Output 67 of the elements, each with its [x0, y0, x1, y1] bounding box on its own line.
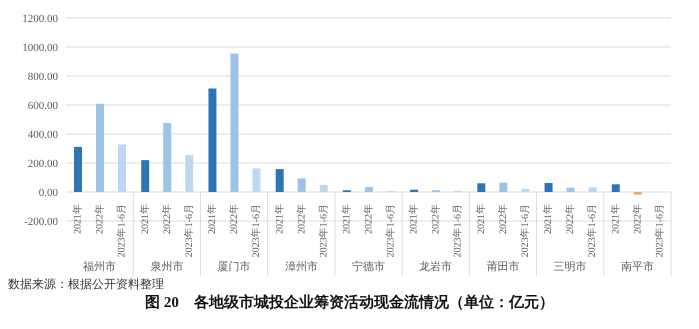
text: 2021年: [72, 204, 84, 234]
text: 2021年: [138, 204, 151, 234]
x-tick-label: 厦门市: [218, 260, 251, 273]
text: 2023年1-6月: [452, 204, 464, 258]
bar: [521, 188, 530, 192]
bar: [118, 144, 126, 192]
x-tick-label: 龙岩市: [419, 260, 452, 273]
text: 2022年: [229, 204, 240, 234]
y-tick-label: 400.00: [28, 128, 58, 141]
y-tick-label: 1000.00: [22, 42, 58, 54]
bar: [252, 168, 260, 192]
text: 2021年: [476, 204, 487, 234]
text: 2022年: [364, 204, 374, 234]
text: 2021年: [543, 204, 554, 234]
y-tick-label: 1200.00: [22, 12, 58, 25]
text: 2022年: [565, 204, 576, 234]
bar: [185, 155, 194, 192]
x-tick-label: 莆田市: [486, 260, 520, 273]
bar: [477, 183, 486, 192]
text: 2023年1-6月: [386, 204, 396, 258]
y-tick-label: 200.00: [28, 158, 58, 170]
bar: [298, 178, 306, 192]
x-tick-label: 宁德市: [352, 260, 385, 273]
text: 2023年1-6月: [251, 204, 262, 258]
bar: [634, 192, 642, 195]
text: 2022年: [296, 204, 308, 234]
text: 2023年1-6月: [520, 204, 531, 258]
bar: [230, 54, 238, 192]
bar: [544, 183, 553, 192]
bar: [141, 160, 150, 192]
bar: [566, 188, 575, 192]
y-tick-label: 0.00: [38, 186, 58, 199]
x-tick-label: 福州市: [83, 260, 116, 273]
bar: [276, 169, 284, 192]
bar: [499, 182, 508, 192]
text: 2022年: [430, 204, 442, 234]
bar: [74, 146, 82, 192]
text: 图 20 各地级市城投企业筹资活动现金流情况（单位：亿元）: [144, 293, 555, 312]
x-tick-label: 三明市: [554, 260, 587, 273]
text: 2022年: [94, 204, 106, 234]
text: 2022年: [162, 204, 173, 234]
x-tick-label: 南平市: [620, 260, 654, 273]
bar: [163, 122, 172, 192]
bar: [96, 104, 104, 192]
text: 2021年: [342, 204, 352, 234]
source-note: 数据来源：根据公开资料整理: [8, 276, 165, 293]
text: 2023年1-6月: [318, 204, 330, 258]
bar: [364, 187, 373, 192]
bar: [320, 184, 328, 192]
bar: [612, 184, 620, 192]
bar: [208, 88, 216, 192]
y-tick-label: -200.00: [24, 216, 58, 228]
text: 2021年: [610, 204, 622, 234]
text: 2023年1-6月: [182, 204, 195, 258]
bar: [588, 187, 597, 192]
text: 2021年: [207, 204, 218, 234]
x-tick-label: 漳州市: [284, 260, 318, 273]
y-tick-label: 600.00: [28, 100, 58, 112]
text: 2023年1-6月: [116, 204, 128, 258]
text: 2023年1-6月: [587, 204, 598, 258]
text: 2023年1-6月: [654, 204, 666, 258]
text: 2022年: [631, 204, 644, 234]
text: 2022年: [498, 204, 509, 234]
x-tick-label: 泉州市: [150, 260, 184, 273]
text: 2021年: [408, 204, 420, 234]
text: 2021年: [274, 204, 286, 234]
y-tick-label: 800.00: [28, 70, 58, 83]
